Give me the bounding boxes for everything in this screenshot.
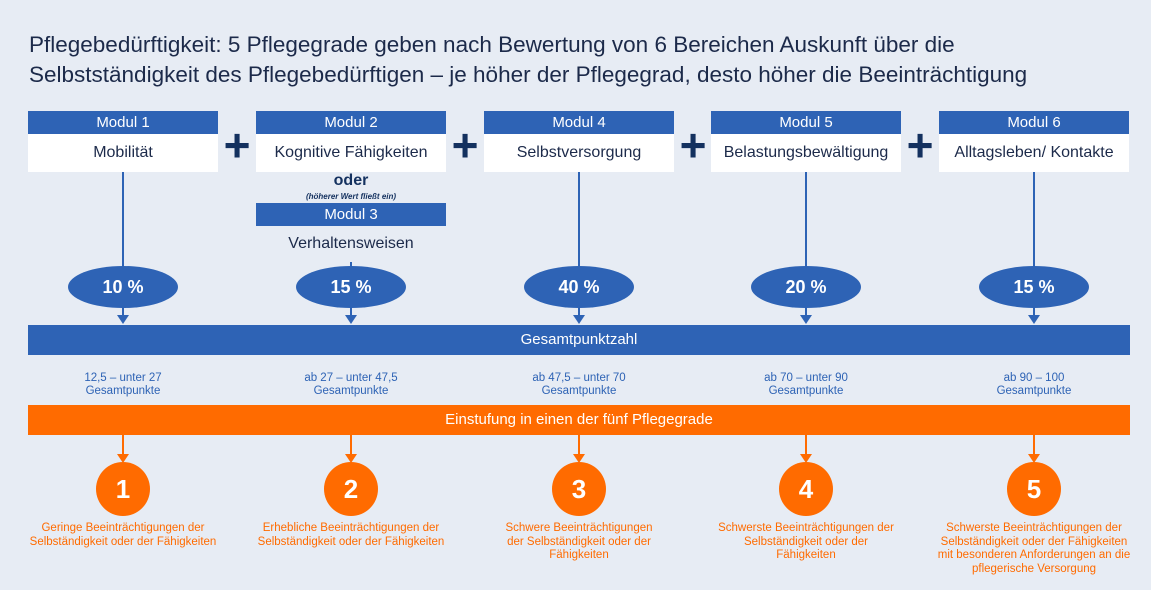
plus-icon: + [223,119,251,171]
range-grade-3: ab 47,5 – unter 70 Gesamtpunkte [479,372,679,398]
weight-module-4: 40 % [524,266,634,308]
range-value: ab 27 – unter 47,5 [304,372,398,384]
range-unit: Gesamtpunkte [768,385,844,397]
arrow-down-icon [800,315,812,324]
arrow-down-icon [117,315,129,324]
description-line: Fähigkeiten [549,549,609,561]
connector-line [805,435,807,455]
description-line: Schwerste Beeinträchtigungen der [946,522,1122,534]
module-3-name: Verhaltensweisen [288,235,414,252]
grade-1-badge: 1 [96,462,150,516]
description-line: Selbständigkeit oder der Fähigkeiten [940,535,1128,548]
grade-5-description: Schwerste Beeinträchtigungen der Selbstä… [924,522,1144,576]
range-grade-1: 12,5 – unter 27 Gesamtpunkte [23,372,223,398]
description-line: Geringe Beeinträchtigungen der [41,522,205,534]
total-points-bar: Gesamtpunktzahl [28,325,1130,355]
connector-line [578,435,580,455]
module-2-name: Kognitive Fähigkeiten [256,134,446,172]
weight-module-1: 10 % [68,266,178,308]
connector-line [1033,435,1035,455]
arrow-down-icon [1028,454,1040,463]
module-4-name: Selbstversorgung [484,134,674,172]
arrow-down-icon [345,315,357,324]
connector-line [122,172,124,316]
plus-icon: + [679,119,707,171]
module-4-header: Modul 4 [484,111,674,134]
description-line: Selbständigkeit oder der Fähigkeiten [257,535,445,548]
connector-line [805,172,807,316]
description-line: Selbständigkeit oder der Fähigkeiten [29,535,217,548]
arrow-down-icon [573,454,585,463]
arrow-down-icon [345,454,357,463]
module-3-header: Modul 3 [256,203,446,226]
description-line: Schwerste Beeinträchtigungen der [718,522,894,534]
grade-4-badge: 4 [779,462,833,516]
description-line: der Selbständigkeit oder der [507,535,651,548]
connector-line [1033,172,1035,316]
range-value: ab 90 – 100 [1003,372,1065,384]
module-1-header: Modul 1 [28,111,218,134]
range-grade-5: ab 90 – 100 Gesamtpunkte [934,372,1134,398]
plus-icon: + [451,119,479,171]
title-line-2: Selbstständigkeit des Pflegebedürftigen … [29,62,1028,87]
description-line: Schwere Beeinträchtigungen [505,522,653,534]
module-5-name: Belastungsbewältigung [711,134,901,172]
description-line: Erhebliche Beeinträchtigungen der [262,522,440,534]
description-line: mit besonderen Anforderungen an die [937,549,1131,561]
connector-line [578,172,580,316]
grade-1-description: Geringe Beeinträchtigungen der Selbständ… [13,522,233,549]
module-6-header: Modul 6 [939,111,1129,134]
range-value: ab 70 – unter 90 [764,372,848,384]
module-1-name: Mobilität [28,134,218,172]
range-value: 12,5 – unter 27 [84,372,162,384]
range-unit: Gesamtpunkte [313,385,389,397]
range-grade-4: ab 70 – unter 90 Gesamtpunkte [706,372,906,398]
connector-line [350,435,352,455]
range-unit: Gesamtpunkte [85,385,161,397]
range-unit: Gesamtpunkte [541,385,617,397]
arrow-down-icon [573,315,585,324]
page-title: Pflegebedürftigkeit: 5 Pflegegrade geben… [29,30,1139,90]
grade-5-badge: 5 [1007,462,1061,516]
range-value: ab 47,5 – unter 70 [532,372,626,384]
title-line-1: Pflegebedürftigkeit: 5 Pflegegrade geben… [29,32,955,57]
arrow-down-icon [1028,315,1040,324]
arrow-down-icon [117,454,129,463]
module-2-header: Modul 2 [256,111,446,134]
description-line: Selbständigkeit oder der [743,535,869,548]
arrow-down-icon [800,454,812,463]
grade-2-description: Erhebliche Beeinträchtigungen der Selbst… [241,522,461,549]
range-unit: Gesamtpunkte [996,385,1072,397]
range-grade-2: ab 27 – unter 47,5 Gesamtpunkte [251,372,451,398]
grade-4-description: Schwerste Beeinträchtigungen der Selbstä… [696,522,916,563]
module-5-header: Modul 5 [711,111,901,134]
or-note: (höherer Wert fließt ein) [305,192,397,201]
description-line: pflegerische Versorgung [971,562,1097,575]
plus-icon: + [906,119,934,171]
weight-module-2-3: 15 % [296,266,406,308]
grade-3-description: Schwere Beeinträchtigungen der Selbständ… [469,522,689,563]
classification-bar: Einstufung in einen der fünf Pflegegrade [28,405,1130,435]
connector-line [122,435,124,455]
grade-3-badge: 3 [552,462,606,516]
grade-2-badge: 2 [324,462,378,516]
weight-module-6: 15 % [979,266,1089,308]
description-line: Fähigkeiten [776,549,836,561]
weight-module-5: 20 % [751,266,861,308]
or-label: oder [333,172,369,189]
module-6-name: Alltagsleben/ Kontakte [939,134,1129,172]
